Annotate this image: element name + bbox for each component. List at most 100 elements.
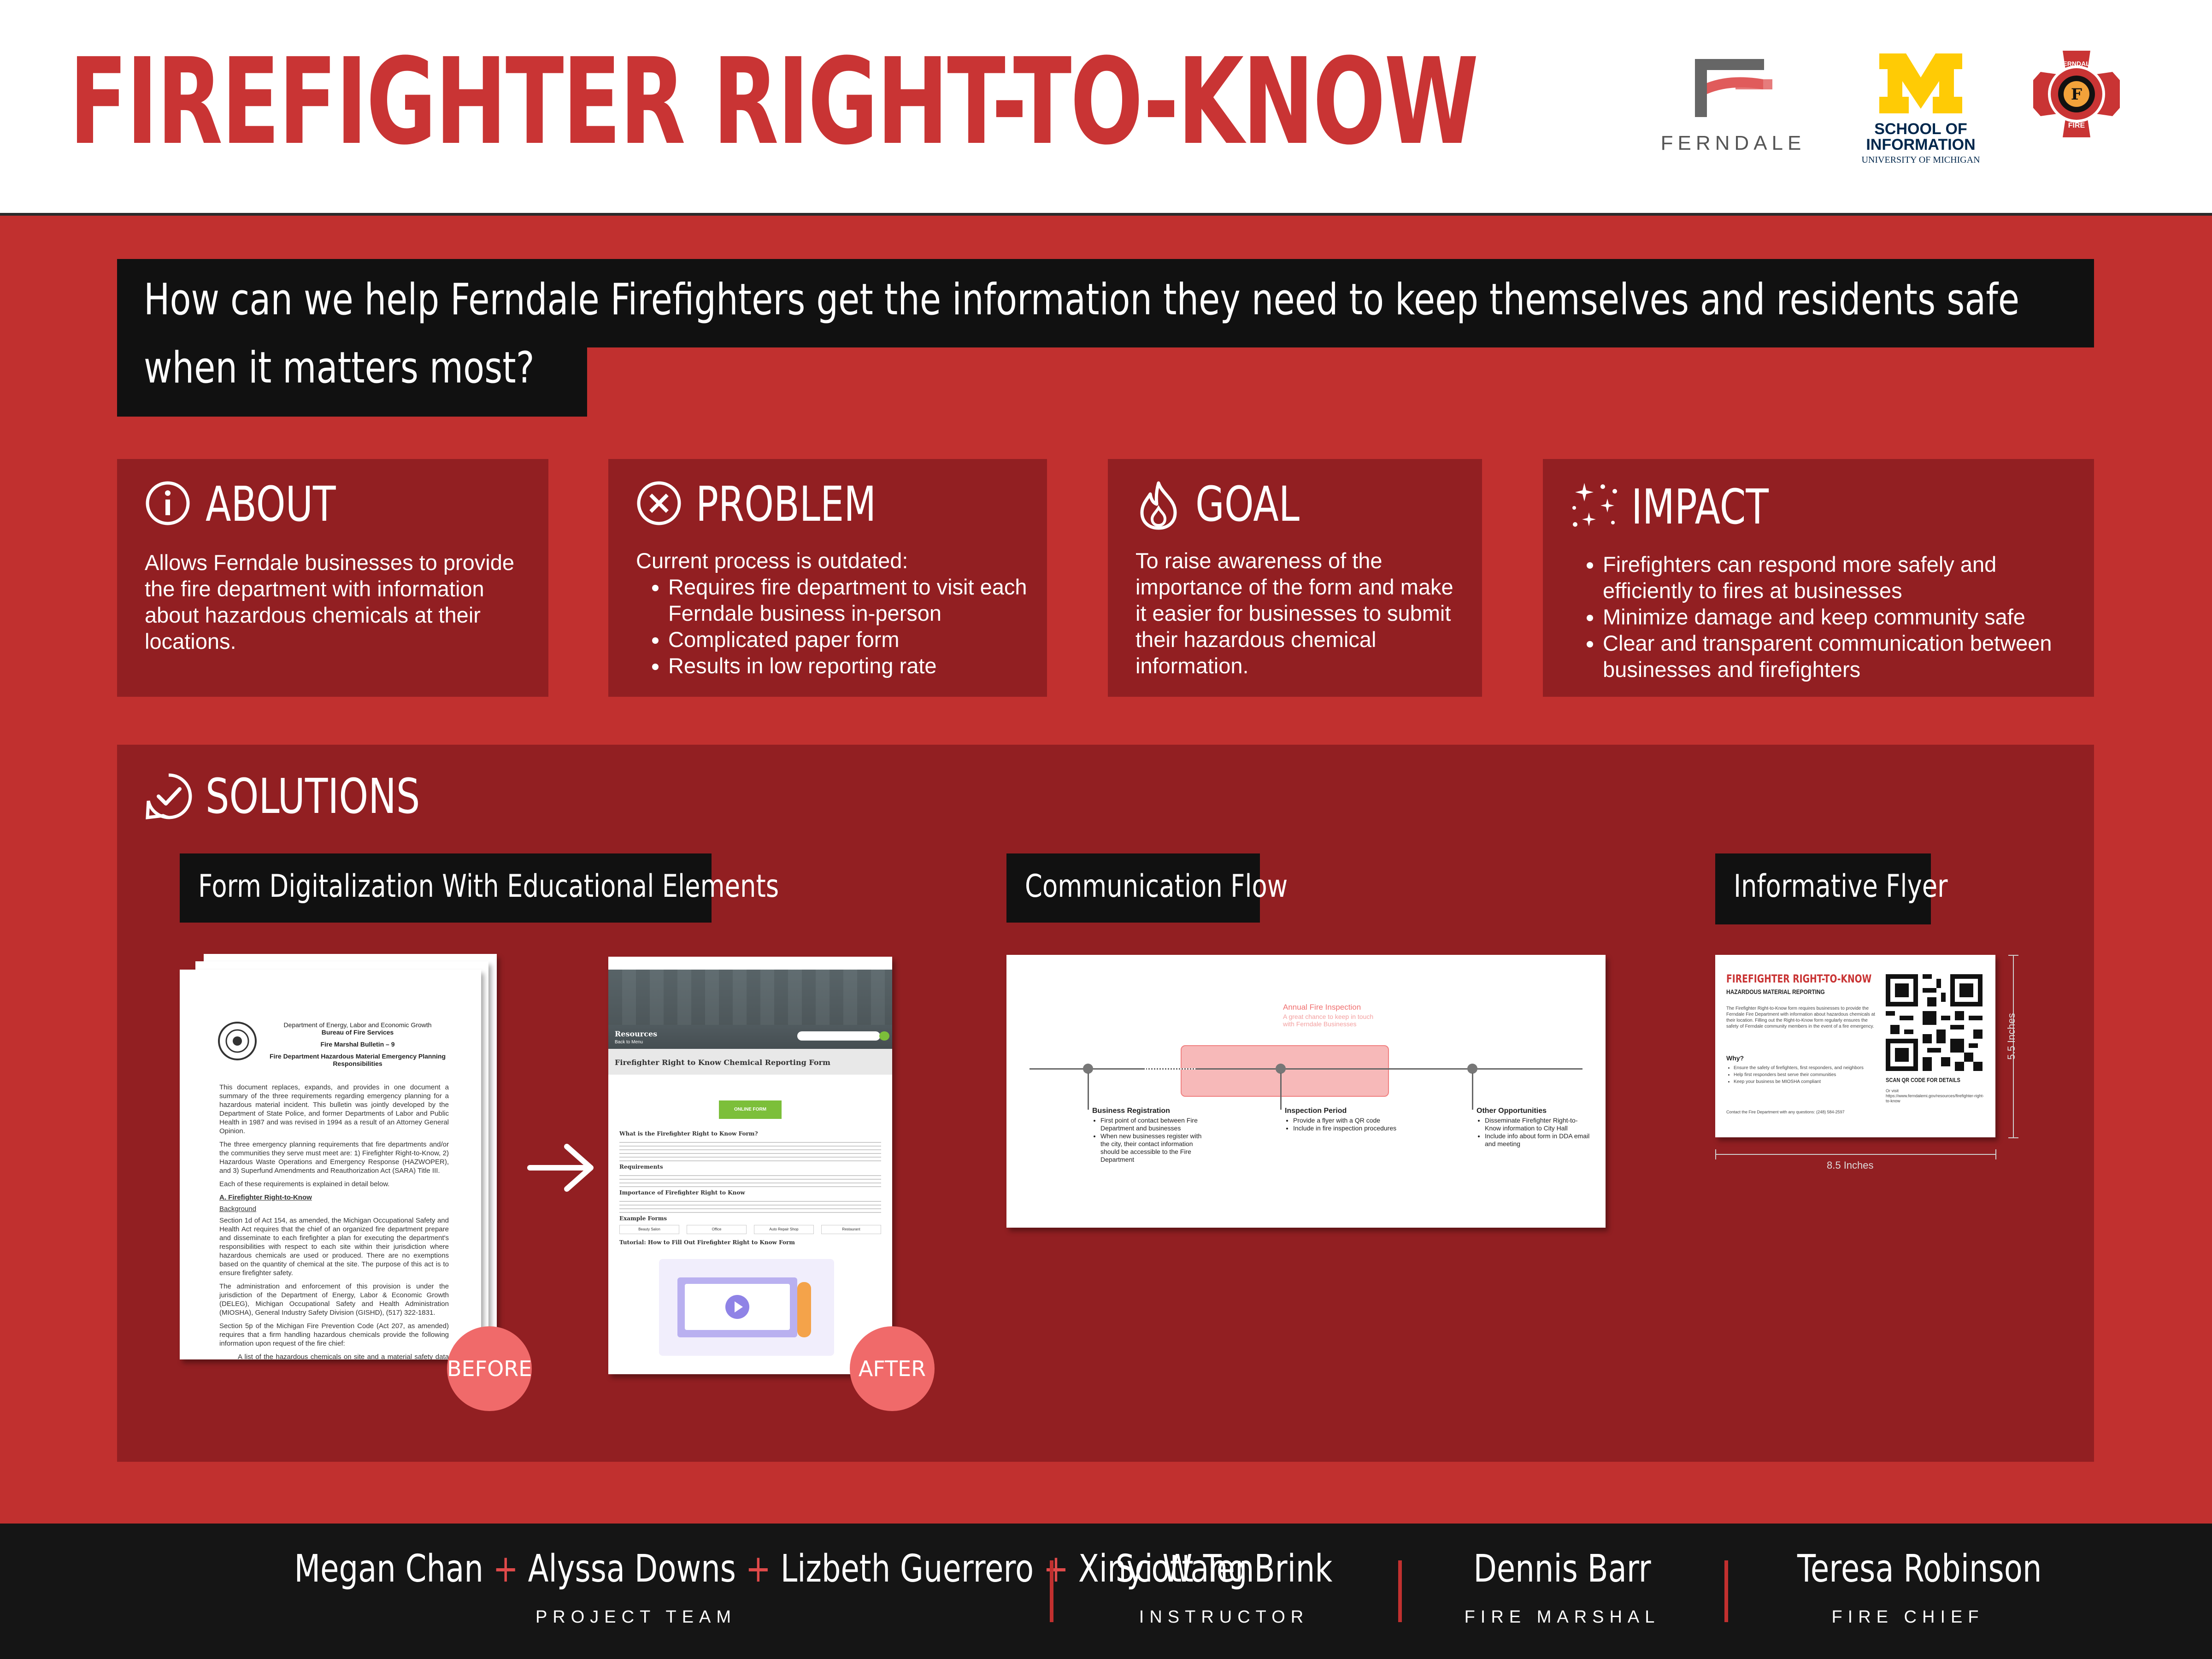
play-icon[interactable] [724,1293,751,1321]
flyer-contact: Contact the Fire Department with any que… [1726,1110,1845,1114]
webpage-heading: Example Forms [619,1215,667,1222]
flyer-height-label: 5.5 Inches [2005,1013,2017,1060]
about-body: Allows Ferndale businesses to provide th… [145,550,515,653]
footer-separator [1050,1560,1053,1622]
project-team-role: PROJECT TEAM [535,1607,737,1627]
about-title: ABOUT [206,476,336,532]
umich-logo: SCHOOL OF INFORMATION UNIVERSITY OF MICH… [1852,51,1990,171]
goal-body: To raise awareness of the importance of … [1135,548,1453,678]
doc-para: Section 1d of Act 154, as amended, the M… [219,1217,449,1277]
flow-step1-item: First point of contact between Fire Depa… [1100,1117,1212,1132]
flow-step1-item: When new businesses register with the ci… [1100,1132,1212,1164]
flyer-why-item: Ensure the safety of firefighters, first… [1734,1065,1886,1071]
webpage-navbar [608,957,892,970]
informative-flyer-label: Informative Flyer [1734,868,1948,905]
example-form-button[interactable]: Beauty Salon [619,1225,679,1234]
impact-list: Firefighters can respond more safely and… [1571,551,2076,682]
fire-chief-role: FIRE CHIEF [1831,1607,1984,1627]
form-digitalization-label: Form Digitalization With Educational Ele… [198,868,779,905]
webpage-heading: Importance of Firefighter Right to Know [619,1189,745,1196]
flyer-body: The Firefighter Right-to-Know form requi… [1726,1006,1875,1029]
informative-flyer-tag: Informative Flyer [1715,853,1948,924]
impact-body: Firefighters can respond more safely and… [1571,551,2076,682]
question-line-1: How can we help Ferndale Firefighters ge… [144,275,2020,325]
flow-tick [1280,1073,1282,1110]
doc-para: Section 5p of the Michigan Fire Preventi… [219,1322,449,1347]
communication-flow-tag: Communication Flow [1006,853,1288,923]
problem-bullet: Complicated paper form [668,626,1029,653]
communication-flow-diagram: Annual Fire Inspection A great chance to… [1006,955,1606,1228]
example-form-button[interactable]: Restaurant [821,1225,881,1234]
webpage-form-title: Firefighter Right to Know Chemical Repor… [615,1058,830,1067]
ferndale-fire-logo: F FERNDALE FIRE [2030,48,2123,140]
doc-header1: Department of Energy, Labor and Economic… [283,1021,432,1029]
form-digitalization-tag: Form Digitalization With Educational Ele… [180,853,779,923]
fire-logo-top-text: FERNDALE [2059,60,2094,67]
annual-inspection-sub: A great chance to keep in touch with Fer… [1283,1013,1374,1028]
webpage-search-bar[interactable] [797,1031,880,1041]
team-member-name: Xinyi Wang [1078,1547,1247,1591]
flow-node [1083,1064,1093,1074]
doc-bulletin: Fire Marshal Bulletin – 9 [320,1041,395,1048]
flyer-width-cap [1995,1149,1996,1159]
footer-separator [1398,1560,1402,1622]
flyer-width-label: 8.5 Inches [1827,1159,1874,1171]
impact-card: IMPACT Firefighters can respond more saf… [1543,459,2094,697]
flow-step3-item: Include info about form in DDA email and… [1485,1132,1592,1148]
doc-title: Fire Department Hazardous Material Emerg… [270,1053,446,1067]
webpage-text-lines [619,1172,881,1187]
team-member-name: Alyssa Downs [528,1547,736,1591]
flyer-width-cap [1715,1149,1716,1159]
annual-inspection-title: Annual Fire Inspection [1283,1003,1361,1012]
online-form-button[interactable]: ONLINE FORM [719,1100,782,1119]
qr-code-icon[interactable] [1886,974,1983,1071]
question-box-tail [117,347,587,417]
flow-node [1276,1064,1286,1074]
before-document: Department of Energy, Labor and Economic… [180,970,481,1359]
doc-para: The administration and enforcement of th… [219,1282,449,1317]
plus-separator: + [1043,1547,1069,1591]
doc-sub: Background [219,1205,257,1213]
flyer-subtitle: HAZARDOUS MATERIAL REPORTING [1726,988,1825,995]
example-form-button[interactable]: Auto Repair Shop [754,1225,814,1234]
example-form-button[interactable]: Office [687,1225,747,1234]
flyer-why-item: Help first responders best serve their c… [1734,1071,1886,1078]
webpage-search-button[interactable] [879,1031,889,1041]
ferndale-logo-text: FERNDALE [1660,132,1806,154]
doc-header2: Bureau of Fire Services [321,1029,394,1036]
footer: Megan Chan + Alyssa Downs + Lizbeth Guer… [0,1524,2212,1659]
question-box [117,259,2094,347]
problem-title: PROBLEM [696,476,877,532]
after-webpage: Resources Back to Menu Firefighter Right… [608,957,892,1374]
webpage-text-lines [619,1198,881,1213]
check-bubble-icon [145,772,195,823]
sparkles-icon [1571,480,1621,531]
header: FIREFIGHTER RIGHT-TO-KNOW FERNDALE SCHOO… [0,0,2212,216]
arrow-right-icon [527,1144,594,1192]
problem-list: Requires fire department to visit each F… [636,574,1029,679]
impact-bullet: Firefighters can respond more safely and… [1603,551,2076,604]
doc-para: Each of these requirements is explained … [219,1180,390,1188]
about-card: ABOUT Allows Ferndale businesses to prov… [117,459,548,697]
state-seal-icon [218,1022,257,1060]
solutions-title: SOLUTIONS [206,768,420,824]
flow-tick [1088,1073,1089,1110]
flow-step3-title: Other Opportunities [1477,1107,1547,1115]
webpage-text-lines [619,1139,881,1161]
block-m-icon [1879,53,1962,113]
problem-intro: Current process is outdated: [636,548,908,573]
team-member-name: Lizbeth Guerrero [780,1547,1034,1591]
plus-separator: + [745,1547,771,1591]
impact-title: IMPACT [1631,479,1769,535]
doc-bullet: A list of the hazardous chemicals on sit… [238,1353,449,1359]
doc-section: A. Firefighter Right-to-Know [219,1194,312,1201]
flow-dots-left [1145,1068,1195,1070]
webpage-hero-title: Resources [615,1030,658,1038]
flyer-url[interactable]: Or visit https://www.ferndalemi.gov/reso… [1886,1088,1984,1103]
problem-bullet: Results in low reporting rate [668,653,1029,679]
flyer-width-dimension [1715,1154,1995,1155]
impact-bullet: Clear and transparent communication betw… [1603,630,2076,682]
tutorial-video[interactable] [659,1259,834,1356]
flow-step2-title: Inspection Period [1285,1107,1347,1115]
flow-line [1030,1068,1583,1070]
